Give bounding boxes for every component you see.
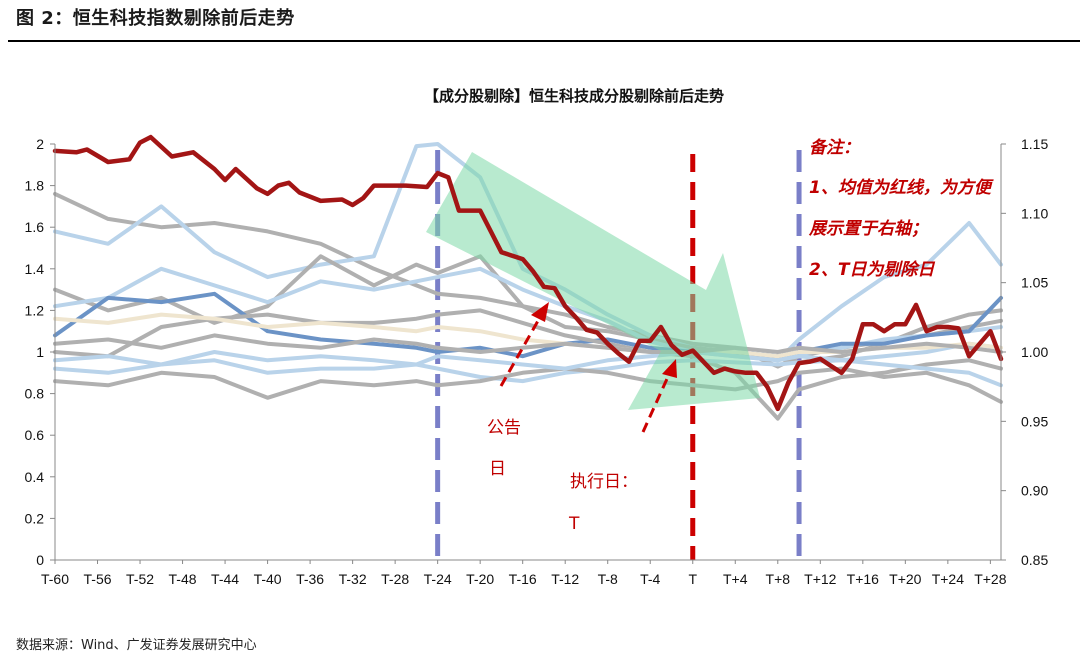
right-tick-label: 1.00	[1021, 344, 1048, 360]
x-tick-label: T-40	[254, 571, 282, 587]
right-tick-label: 1.15	[1021, 136, 1048, 152]
x-tick-label: T-48	[169, 571, 197, 587]
x-tick-label: T+16	[847, 571, 880, 587]
left-tick-label: 1.8	[25, 178, 45, 194]
trend-arrow-layer	[426, 152, 760, 410]
axes: 0 0.2 0.4 0.6 0.8 1 1.2 1.4 1.6 1.8 2 0.85 0.90 0.95 1…	[25, 136, 1049, 587]
announce-arrow	[499, 302, 549, 387]
right-tick-label: 1.10	[1021, 205, 1048, 221]
x-tick-label: T-12	[551, 571, 579, 587]
chart-title: 【成分股剔除】恒生科技成分股剔除前后走势	[424, 87, 724, 105]
trend-arrow	[426, 152, 760, 410]
left-tick-label: 0.4	[25, 469, 45, 485]
x-tick-label: T+20	[889, 571, 922, 587]
x-tick-label: T-20	[466, 571, 494, 587]
notes-line-1: 1、均值为红线，为方便	[809, 178, 994, 198]
x-tick-label: T-60	[41, 571, 69, 587]
x-tick-label: T+8	[766, 571, 791, 587]
announce-label-1: 公告	[487, 418, 521, 438]
component-line-8	[53, 366, 1003, 404]
page-heading: 图 2：恒生科技指数剔除前后走势	[16, 8, 295, 29]
right-tick-label: 0.95	[1021, 413, 1048, 429]
left-tick-label: 0.2	[25, 510, 45, 526]
left-tick-label: 1.2	[25, 302, 45, 318]
component-line-10	[53, 350, 1003, 388]
notes-title: 备注：	[809, 138, 860, 158]
exec-label-2: T	[568, 514, 580, 534]
heading-rule	[8, 40, 1080, 42]
left-tick-label: 0.6	[25, 427, 45, 443]
source-note: 数据来源：Wind、广发证券发展研究中心	[16, 638, 257, 653]
mean-series-layer	[52, 134, 1004, 412]
x-tick-label: T+4	[723, 571, 748, 587]
x-tick-label: T+28	[974, 571, 1007, 587]
x-tick-label: T-32	[339, 571, 367, 587]
component-line-7	[53, 341, 1003, 384]
left-tick-label: 0.8	[25, 386, 45, 402]
x-tick-label: T-56	[84, 571, 112, 587]
x-tick-label: T-36	[296, 571, 324, 587]
x-tick-label: T+24	[932, 571, 965, 587]
x-tick-label: T	[688, 571, 697, 587]
x-tick-label: T-44	[211, 571, 239, 587]
x-tick-label: T-16	[509, 571, 537, 587]
right-tick-label: 1.05	[1021, 275, 1048, 291]
announce-label-2: 日	[489, 459, 506, 479]
x-tick-label: T-28	[381, 571, 409, 587]
right-tick-label: 0.85	[1021, 552, 1048, 568]
notes-line-3: 2、T日为剔除日	[809, 260, 935, 280]
component-line-6	[53, 308, 1003, 421]
x-tick-label: T-8	[598, 571, 618, 587]
left-tick-label: 0	[36, 552, 44, 568]
right-tick-label: 0.90	[1021, 483, 1048, 499]
mean-line	[52, 134, 1004, 412]
x-tick-label: T-4	[640, 571, 660, 587]
x-tick-label: T-52	[126, 571, 154, 587]
exec-label-1: 执行日：	[570, 472, 638, 492]
left-tick-label: 1	[36, 344, 44, 360]
left-tick-label: 1.6	[25, 219, 45, 235]
left-tick-label: 2	[36, 136, 44, 152]
exec-arrow	[641, 359, 677, 433]
chart: 【成分股剔除】恒生科技成分股剔除前后走势 0 0.2 0.4 0.6 0.8 1 1.2 1.…	[25, 87, 1049, 587]
x-tick-label: T+12	[804, 571, 837, 587]
x-tick-label: T-24	[424, 571, 452, 587]
notes-line-2: 展示置于右轴；	[808, 219, 928, 239]
left-tick-label: 1.4	[25, 261, 45, 277]
